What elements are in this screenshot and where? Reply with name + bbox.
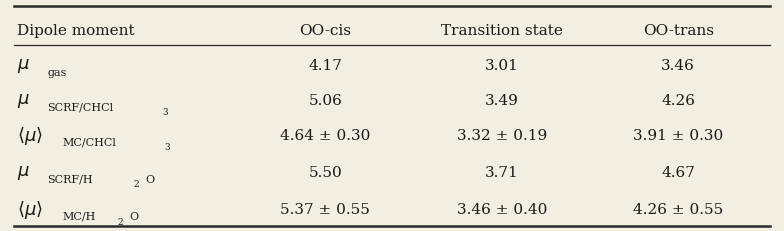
Text: 3.71: 3.71 (485, 165, 519, 179)
Text: 3.49: 3.49 (485, 94, 519, 107)
Text: MC/CHCl: MC/CHCl (63, 137, 117, 147)
Text: 5.50: 5.50 (308, 165, 343, 179)
Text: 3: 3 (165, 143, 170, 152)
Text: 2: 2 (133, 180, 139, 188)
Text: $\mu$: $\mu$ (17, 57, 30, 75)
Text: Transition state: Transition state (441, 24, 563, 38)
Text: SCRF/CHCl: SCRF/CHCl (47, 102, 113, 112)
Text: O: O (145, 174, 154, 184)
Text: 3.32 ± 0.19: 3.32 ± 0.19 (456, 128, 547, 142)
Text: 4.26: 4.26 (661, 94, 695, 107)
Text: MC/H: MC/H (63, 211, 96, 221)
Text: SCRF/H: SCRF/H (47, 174, 93, 184)
Text: OO-cis: OO-cis (299, 24, 351, 38)
Text: $\langle\mu\rangle$: $\langle\mu\rangle$ (17, 198, 43, 220)
Text: 5.37 ± 0.55: 5.37 ± 0.55 (281, 202, 370, 216)
Text: 3.01: 3.01 (485, 59, 519, 73)
Text: $\langle\mu\rangle$: $\langle\mu\rangle$ (17, 124, 43, 146)
Text: 3: 3 (162, 108, 168, 117)
Text: $\mu$: $\mu$ (17, 91, 30, 109)
Text: 5.06: 5.06 (308, 94, 343, 107)
Text: O: O (129, 211, 139, 221)
Text: OO-trans: OO-trans (643, 24, 713, 38)
Text: 3.91 ± 0.30: 3.91 ± 0.30 (633, 128, 724, 142)
Text: gas: gas (47, 68, 67, 78)
Text: 2: 2 (118, 217, 123, 225)
Text: $\mu$: $\mu$ (17, 163, 30, 181)
Text: 3.46 ± 0.40: 3.46 ± 0.40 (456, 202, 547, 216)
Text: 4.26 ± 0.55: 4.26 ± 0.55 (633, 202, 724, 216)
Text: 4.67: 4.67 (661, 165, 695, 179)
Text: 4.64 ± 0.30: 4.64 ± 0.30 (280, 128, 371, 142)
Text: 4.17: 4.17 (308, 59, 343, 73)
Text: 3.46: 3.46 (661, 59, 695, 73)
Text: Dipole moment: Dipole moment (17, 24, 135, 38)
